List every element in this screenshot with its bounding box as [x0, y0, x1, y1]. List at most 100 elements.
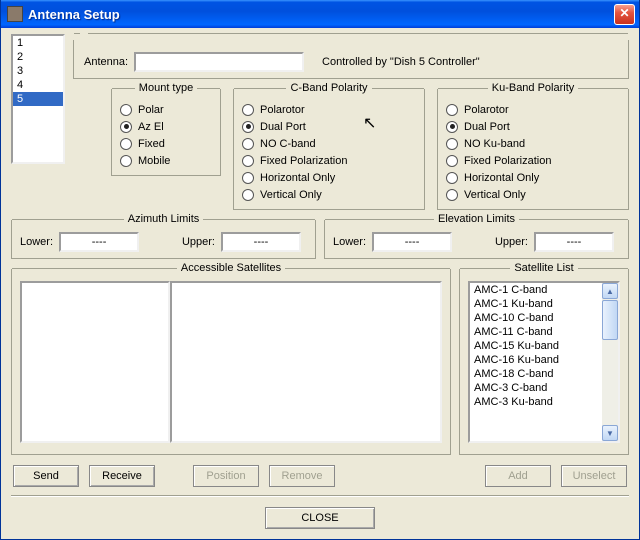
radio-icon: [120, 104, 132, 116]
az-lower-value[interactable]: ----: [59, 232, 139, 252]
ku-band-radio-label: Horizontal Only: [464, 172, 539, 184]
antenna-name-input[interactable]: [134, 52, 304, 72]
c-band-radio-label: Fixed Polarization: [260, 155, 347, 167]
mount-type-group: Mount type PolarAz ElFixedMobile: [111, 89, 221, 176]
radio-icon: [242, 172, 254, 184]
radio-icon: [446, 138, 458, 150]
azimuth-title: Azimuth Limits: [124, 213, 204, 225]
mount-type-radio-label: Polar: [138, 104, 164, 116]
accessible-satellites-group: Accessible Satellites: [11, 269, 451, 455]
c-band-radio-label: Dual Port: [260, 121, 306, 133]
button-row: Send Receive Position Remove Add Unselec…: [11, 459, 629, 489]
antenna-setup-window: Antenna Setup ✕ 12345 Antenna: Controlle…: [0, 0, 640, 540]
antenna-list-item[interactable]: 1: [13, 36, 63, 50]
scroll-up-icon[interactable]: ▲: [602, 283, 618, 299]
antenna-list-item[interactable]: 3: [13, 64, 63, 78]
scroll-thumb[interactable]: [602, 300, 618, 340]
radio-icon: [120, 121, 132, 133]
mount-type-radio[interactable]: Polar: [120, 101, 212, 118]
ku-band-radio[interactable]: Horizontal Only: [446, 169, 620, 186]
mount-type-radio[interactable]: Mobile: [120, 152, 212, 169]
client-area: 12345 Antenna: Controlled by "Dish 5 Con…: [1, 28, 639, 539]
satellite-list-item[interactable]: AMC-18 C-band: [470, 367, 602, 381]
mount-type-radio[interactable]: Fixed: [120, 135, 212, 152]
satellite-list-item[interactable]: AMC-16 Ku-band: [470, 353, 602, 367]
satellite-list-title: Satellite List: [510, 262, 577, 274]
antenna-list-item[interactable]: 2: [13, 50, 63, 64]
ku-band-title: Ku-Band Polarity: [488, 82, 579, 94]
ku-band-group: Ku-Band Polarity PolarotorDual PortNO Ku…: [437, 89, 629, 210]
scrollbar[interactable]: ▲ ▼: [602, 283, 618, 441]
c-band-radio[interactable]: Polarotor: [242, 101, 416, 118]
antenna-group: Antenna: Controlled by "Dish 5 Controlle…: [73, 40, 629, 79]
unselect-button[interactable]: Unselect: [561, 465, 627, 487]
send-button[interactable]: Send: [13, 465, 79, 487]
satellite-list-group: Satellite List AMC-1 C-bandAMC-1 Ku-band…: [459, 269, 629, 455]
radio-icon: [446, 104, 458, 116]
antenna-list[interactable]: 12345: [11, 34, 65, 164]
ku-band-radio[interactable]: Vertical Only: [446, 186, 620, 203]
add-button[interactable]: Add: [485, 465, 551, 487]
scroll-down-icon[interactable]: ▼: [602, 425, 618, 441]
satellite-list[interactable]: AMC-1 C-bandAMC-1 Ku-bandAMC-10 C-bandAM…: [468, 281, 620, 443]
ku-band-radio-label: Dual Port: [464, 121, 510, 133]
close-icon[interactable]: ✕: [614, 4, 635, 25]
satellite-list-item[interactable]: AMC-15 Ku-band: [470, 339, 602, 353]
radio-icon: [242, 189, 254, 201]
c-band-radio-label: Horizontal Only: [260, 172, 335, 184]
antenna-list-item[interactable]: 5: [13, 92, 63, 106]
accessible-satellites-title: Accessible Satellites: [177, 262, 285, 274]
satellite-list-item[interactable]: AMC-3 Ku-band: [470, 395, 602, 409]
c-band-radio[interactable]: NO C-band: [242, 135, 416, 152]
az-upper-label: Upper:: [182, 236, 215, 248]
remove-button[interactable]: Remove: [269, 465, 335, 487]
receive-button[interactable]: Receive: [89, 465, 155, 487]
elevation-limits-group: Elevation Limits Lower: ---- Upper: ----: [324, 220, 629, 259]
radio-icon: [242, 104, 254, 116]
c-band-radio[interactable]: Fixed Polarization: [242, 152, 416, 169]
az-upper-value[interactable]: ----: [221, 232, 301, 252]
close-button[interactable]: CLOSE: [265, 507, 375, 529]
c-band-radio-label: Polarotor: [260, 104, 305, 116]
el-lower-value[interactable]: ----: [372, 232, 452, 252]
c-band-radio-label: NO C-band: [260, 138, 316, 150]
mount-type-radio-label: Mobile: [138, 155, 170, 167]
c-band-radio[interactable]: Dual Port: [242, 118, 416, 135]
mount-type-radio[interactable]: Az El: [120, 118, 212, 135]
satellite-list-item[interactable]: AMC-1 C-band: [470, 283, 602, 297]
c-band-radio[interactable]: Horizontal Only: [242, 169, 416, 186]
satellite-list-item[interactable]: AMC-11 C-band: [470, 325, 602, 339]
radio-icon: [120, 155, 132, 167]
el-upper-label: Upper:: [495, 236, 528, 248]
el-lower-label: Lower:: [333, 236, 366, 248]
radio-icon: [242, 121, 254, 133]
ku-band-radio[interactable]: NO Ku-band: [446, 135, 620, 152]
titlebar[interactable]: Antenna Setup ✕: [1, 0, 639, 28]
antenna-list-item[interactable]: 4: [13, 78, 63, 92]
top-row: 12345 Antenna: Controlled by "Dish 5 Con…: [11, 34, 629, 210]
position-button[interactable]: Position: [193, 465, 259, 487]
divider: [11, 495, 629, 497]
c-band-radio[interactable]: Vertical Only: [242, 186, 416, 203]
ku-band-radio[interactable]: Fixed Polarization: [446, 152, 620, 169]
c-band-title: C-Band Polarity: [286, 82, 371, 94]
radio-icon: [242, 138, 254, 150]
window-title: Antenna Setup: [28, 7, 614, 22]
mount-type-radio-label: Fixed: [138, 138, 165, 150]
app-icon: [7, 6, 23, 22]
radio-icon: [446, 189, 458, 201]
radio-icon: [446, 121, 458, 133]
mount-type-title: Mount type: [135, 82, 197, 94]
az-lower-label: Lower:: [20, 236, 53, 248]
satellite-list-item[interactable]: AMC-3 C-band: [470, 381, 602, 395]
ku-band-radio[interactable]: Dual Port: [446, 118, 620, 135]
c-band-radio-label: Vertical Only: [260, 189, 322, 201]
radio-icon: [446, 155, 458, 167]
satellite-list-item[interactable]: AMC-10 C-band: [470, 311, 602, 325]
satellite-list-item[interactable]: AMC-1 Ku-band: [470, 297, 602, 311]
ku-band-radio-label: Fixed Polarization: [464, 155, 551, 167]
el-upper-value[interactable]: ----: [534, 232, 614, 252]
accessible-sats-list-2[interactable]: [170, 281, 442, 443]
accessible-sats-list-1[interactable]: [20, 281, 170, 443]
ku-band-radio[interactable]: Polarotor: [446, 101, 620, 118]
